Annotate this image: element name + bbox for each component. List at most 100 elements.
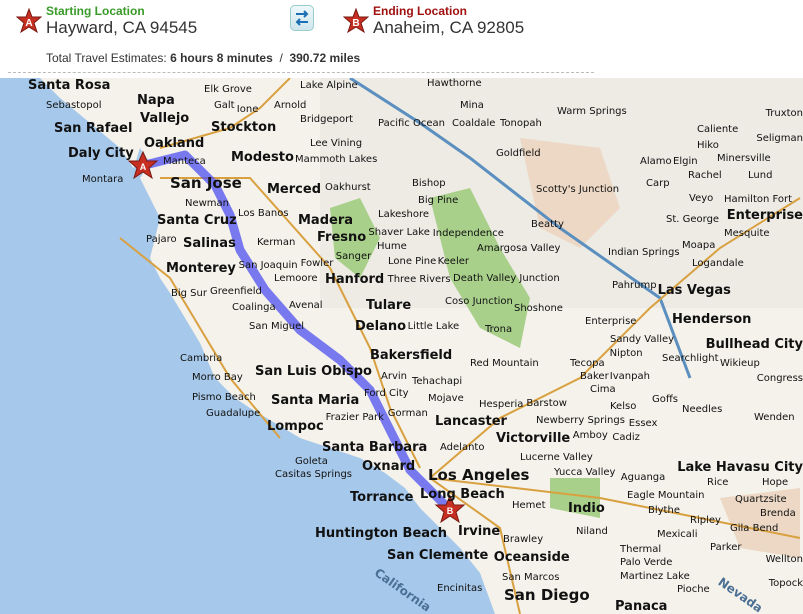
map-label-fresno: Fresno: [317, 230, 367, 245]
map-label-congress: Congress: [756, 373, 803, 384]
map-label-rachel: Rachel: [688, 170, 722, 181]
swap-arrows-icon: [295, 10, 309, 26]
map-label-mojave: Mojave: [428, 393, 464, 404]
map-label-indian-springs: Indian Springs: [608, 247, 680, 258]
map-label-blythe: Blythe: [648, 505, 680, 516]
map-label-scotty-s-junction: Scotty's Junction: [536, 184, 620, 195]
map-label-montara: Montara: [82, 174, 124, 185]
map-label-brenda: Brenda: [760, 508, 796, 519]
map-label-morro-bay: Morro Bay: [192, 372, 243, 383]
map-label-amboy: Amboy: [572, 430, 608, 441]
map-label-ripley: Ripley: [690, 515, 721, 526]
map-label-wikieup: Wikieup: [720, 358, 760, 369]
map-label-oakland: Oakland: [144, 136, 205, 151]
estimate-label: Total Travel Estimates:: [46, 51, 167, 65]
map-label-san-jose: San Jose: [170, 174, 242, 192]
route-header: A Starting Location Hayward, CA 94545 B …: [0, 0, 803, 76]
ocean: [0, 78, 495, 614]
map-label-avenal: Avenal: [289, 300, 323, 311]
map-label-gila-bend: Gila Bend: [730, 523, 779, 534]
map-label-stockton: Stockton: [211, 120, 277, 135]
map-label-martinez-lake: Martinez Lake: [620, 571, 690, 582]
map-label-arnold: Arnold: [274, 100, 307, 111]
map-label-indio: Indio: [568, 501, 605, 516]
map-label-lund: Lund: [748, 170, 773, 181]
marker-a-letter: A: [140, 162, 147, 172]
map-label-ione: Ione: [236, 104, 259, 115]
map-label-elgin: Elgin: [673, 156, 698, 167]
map-label-keeler: Keeler: [437, 256, 469, 267]
map-label-little-lake: Little Lake: [407, 321, 460, 332]
map-label-encinitas: Encinitas: [437, 583, 483, 594]
map-label-red-mountain: Red Mountain: [470, 358, 539, 369]
map-label-pioche: Pioche: [677, 584, 710, 595]
map-label-lone-pine: Lone Pine: [388, 256, 437, 267]
map-label-galt: Galt: [214, 100, 235, 111]
map-label-rice: Rice: [707, 477, 729, 488]
map-label-tehachapi: Tehachapi: [412, 376, 463, 387]
marker-b[interactable]: B: [434, 494, 466, 524]
map-label-cadiz: Cadiz: [612, 432, 640, 443]
map-label-caliente: Caliente: [697, 124, 739, 135]
map-label-madera: Madera: [298, 213, 354, 228]
map-label-aguanga: Aguanga: [620, 472, 666, 483]
starting-location-label: Starting Location: [46, 4, 145, 18]
map-label-santa-barbara: Santa Barbara: [322, 440, 428, 455]
map-label-modesto: Modesto: [231, 150, 294, 165]
map-label-monterey: Monterey: [166, 261, 236, 276]
separator: /: [279, 51, 283, 65]
map-label-frazier-park: Frazier Park: [325, 412, 384, 423]
starting-address[interactable]: Hayward, CA 94545: [46, 18, 198, 37]
map-label-long-beach: Long Beach: [420, 487, 505, 502]
map-label-coalinga: Coalinga: [232, 302, 276, 313]
map-label-pacific-ocean: Pacific Ocean: [378, 118, 445, 129]
map-label-newberry-springs: Newberry Springs: [536, 415, 625, 426]
end-marker-letter: B: [352, 18, 359, 29]
map-label-warm-springs: Warm Springs: [557, 106, 627, 117]
map-label-kelso: Kelso: [610, 401, 637, 412]
map-label-salinas: Salinas: [183, 236, 236, 251]
map-label-henderson: Henderson: [672, 312, 752, 327]
map-label-greenfield: Greenfield: [210, 286, 262, 297]
map-label-bakersfield: Bakersfield: [370, 348, 453, 363]
map-label-goffs: Goffs: [652, 394, 678, 405]
map-label-amargosa-valley: Amargosa Valley: [477, 243, 561, 254]
distance: 390.72 miles: [289, 51, 361, 65]
map-label-beatty: Beatty: [531, 219, 564, 230]
map-view[interactable]: A B Santa Rosa Sebastopol Napa Vallejo San R…: [0, 78, 803, 614]
map-label-torrance: Torrance: [350, 490, 414, 505]
end-marker-star-icon: B: [343, 8, 369, 34]
map-label-goldfield: Goldfield: [496, 148, 541, 159]
duration: 6 hours 8 minutes: [170, 51, 273, 65]
map-label-bullhead-city: Bullhead City: [705, 337, 803, 352]
map-label-huntington-beach: Huntington Beach: [315, 526, 448, 541]
map-label-cambria: Cambria: [180, 353, 223, 364]
map-label-thermal: Thermal: [620, 544, 662, 555]
map-label-searchlight: Searchlight: [662, 353, 719, 364]
map-label-seligman: Seligman: [756, 133, 803, 144]
swap-locations-button[interactable]: [290, 5, 314, 31]
map-label-big-pine: Big Pine: [418, 195, 459, 206]
map-label-gorman: Gorman: [387, 408, 428, 419]
map-label-wenden: Wenden: [754, 412, 795, 423]
map-label-coso-junction: Coso Junction: [445, 296, 513, 307]
park-area: [330, 188, 600, 518]
map-label-alamo: Alamo: [640, 156, 672, 167]
map-label-oxnard: Oxnard: [362, 459, 416, 474]
map-label-san-joaquin: San Joaquin: [238, 260, 298, 271]
map-label-san-marcos: San Marcos: [502, 572, 560, 583]
map-label-palo-verde: Palo Verde: [620, 557, 673, 568]
map-label-napa: Napa: [137, 93, 175, 108]
map-label-lake-alpine: Lake Alpine: [300, 80, 358, 91]
map-label-topock: Topock: [768, 578, 803, 589]
ending-address[interactable]: Anaheim, CA 92805: [373, 18, 525, 37]
map-label-brawley: Brawley: [503, 534, 544, 545]
map-label-pismo-beach: Pismo Beach: [192, 392, 256, 403]
map-label-mesquite: Mesquite: [724, 228, 770, 239]
map-label-los-angeles: Los Angeles: [428, 466, 530, 484]
map-label-needles: Needles: [682, 404, 723, 415]
marker-a[interactable]: A: [127, 150, 159, 180]
map-label-goleta: Goleta: [295, 456, 328, 467]
map-label-tulare: Tulare: [366, 298, 412, 313]
map-label-merced: Merced: [267, 182, 321, 197]
